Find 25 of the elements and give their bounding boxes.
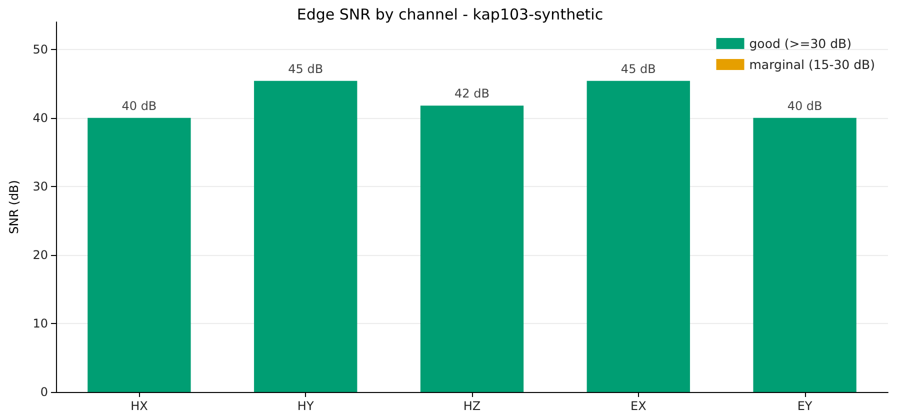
x-tick-label: EX [630, 399, 646, 413]
chart-title: Edge SNR by channel - kap103-synthetic [296, 6, 604, 24]
bar [420, 106, 524, 392]
legend-label: marginal (15-30 dB) [749, 57, 876, 72]
data-label: 40 dB [122, 98, 157, 113]
x-tick-label: HZ [463, 399, 481, 413]
bar [586, 80, 690, 392]
data-label: 42 dB [454, 86, 490, 101]
data-label: 45 dB [620, 62, 656, 76]
x-tick-label: EY [797, 399, 813, 413]
bar [88, 118, 191, 392]
legend-label: good (>=30 dB) [749, 36, 852, 51]
y-tick-label: 40 [32, 110, 48, 125]
y-tick-label: 20 [32, 248, 48, 262]
y-tick-label: 30 [32, 179, 48, 194]
data-label: 45 dB [288, 62, 324, 76]
x-tick-label: HX [130, 399, 148, 413]
bar [753, 118, 856, 392]
data-label: 40 dB [787, 98, 822, 113]
bar [254, 80, 358, 392]
y-tick-label: 10 [32, 316, 48, 330]
x-tick-label: HY [297, 399, 314, 413]
y-tick-label: 0 [40, 385, 48, 399]
y-axis-title: SNR (dB) [7, 180, 21, 234]
y-tick-label: 50 [32, 42, 48, 56]
